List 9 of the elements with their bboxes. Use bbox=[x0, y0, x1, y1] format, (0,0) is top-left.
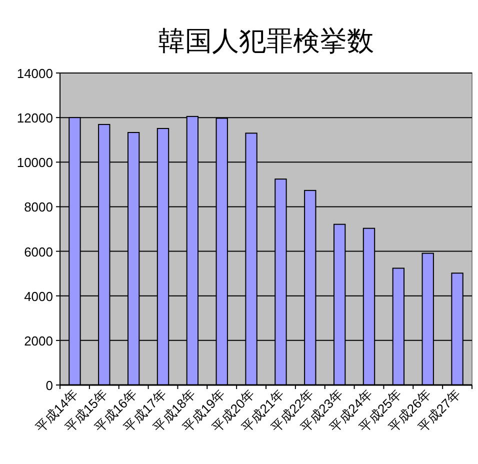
chart-title: 韓国人犯罪検挙数 bbox=[158, 26, 374, 56]
y-tick-label: 12000 bbox=[16, 110, 53, 126]
y-tick-label: 4000 bbox=[24, 288, 53, 304]
y-tick-label: 8000 bbox=[24, 200, 53, 215]
y-tick-label: 6000 bbox=[24, 244, 53, 260]
y-tick-label: 14000 bbox=[16, 66, 53, 81]
y-tick-label: 0 bbox=[46, 378, 53, 393]
y-tick-label: 10000 bbox=[16, 155, 53, 170]
y-tick-label: 2000 bbox=[24, 333, 53, 348]
